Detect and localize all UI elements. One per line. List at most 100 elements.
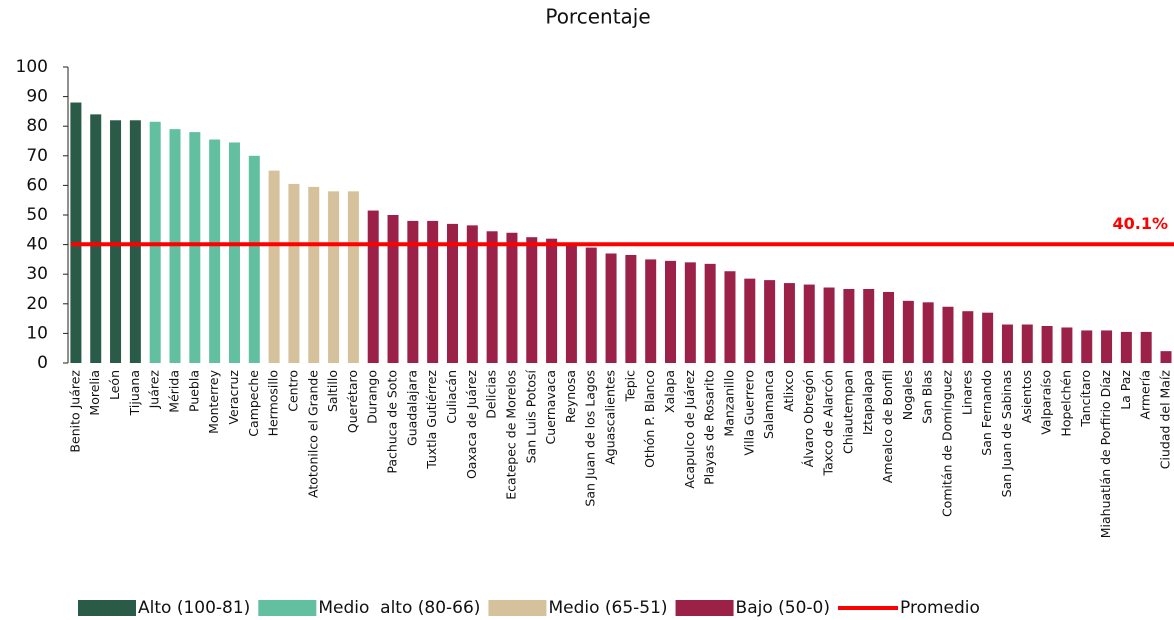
bar	[347, 191, 359, 363]
x-tick-label: Atotonilco el Grande	[305, 370, 320, 498]
x-tick-label: Álvaro Obregón	[801, 370, 816, 467]
y-tick-label: 10	[26, 323, 48, 343]
bar	[724, 271, 736, 363]
bar	[90, 114, 102, 363]
x-tick-label: Ecatepec de Morelos	[503, 370, 518, 500]
x-tick-label: Delicias	[484, 370, 499, 419]
x-tick-label: Hermosillo	[266, 370, 281, 436]
bar	[665, 260, 677, 363]
bar	[1041, 326, 1053, 363]
y-tick-label: 40	[26, 235, 48, 255]
x-tick-label: Cuernavaca	[543, 370, 558, 444]
x-tick-label: Centro	[285, 370, 300, 412]
x-tick-label: Manzanillo	[721, 370, 736, 437]
x-tick-label: Salamanca	[761, 370, 776, 439]
x-tick-label: Amealco de Bonfil	[880, 370, 895, 483]
bar	[1140, 331, 1152, 363]
bar	[209, 139, 221, 363]
x-tick-label: Pachuca de Soto	[385, 370, 400, 474]
x-tick-label: Tuxtla Gutiérrez	[424, 370, 439, 470]
y-tick-label: 30	[26, 264, 48, 284]
x-tick-label: San Fernando	[979, 370, 994, 456]
x-tick-label: Acapulco de Juárez	[682, 370, 697, 489]
bar	[744, 278, 756, 363]
bar	[387, 215, 399, 363]
x-tick-label: Saltillo	[325, 370, 340, 412]
bar	[228, 142, 240, 363]
x-tick-label: Miahuatlán de Porfirio Díaz	[1098, 370, 1113, 539]
x-tick-label: San Blas	[920, 370, 935, 424]
x-tick-label: León	[107, 370, 122, 400]
legend-swatch	[78, 600, 136, 616]
bar	[526, 237, 538, 363]
y-tick-label: 100	[16, 57, 48, 77]
x-tick-label: Querétaro	[345, 370, 360, 433]
bar	[70, 102, 82, 364]
x-tick-label: Ciudad del Maíz	[1158, 370, 1173, 470]
bar	[843, 289, 855, 363]
y-tick-label: 90	[26, 87, 48, 107]
bar	[803, 284, 815, 363]
x-tick-label: Tepic	[622, 370, 637, 403]
y-tick-label: 70	[26, 146, 48, 166]
bar	[1120, 331, 1132, 363]
x-tick-label: Iztapalapa	[860, 370, 875, 435]
bar	[288, 183, 300, 363]
x-tick-label: Linares	[959, 370, 974, 415]
bar	[764, 280, 776, 363]
x-tick-label: Taxco de Alarcón	[821, 370, 836, 477]
x-tick-label: Hopelchén	[1058, 370, 1073, 437]
x-tick-label: La Paz	[1118, 370, 1133, 410]
legend-label: Medio (65-51)	[548, 598, 667, 618]
bar	[922, 302, 934, 363]
x-tick-label: San Juan de los Lagos	[583, 370, 598, 507]
y-tick-label: 0	[37, 353, 48, 373]
bar	[942, 306, 954, 363]
bar	[129, 120, 141, 363]
bar	[308, 186, 320, 363]
y-tick-label: 60	[26, 175, 48, 195]
bar	[1021, 324, 1033, 363]
x-tick-label: Tijuana	[127, 370, 142, 416]
x-tick-label: Veracruz	[226, 370, 241, 425]
bar	[823, 287, 835, 363]
average-label: 40.1%	[1112, 214, 1168, 233]
x-tick-label: Villa Guerrero	[741, 370, 756, 456]
bar	[1001, 324, 1013, 363]
bar	[863, 289, 875, 363]
bar	[962, 311, 974, 363]
bar	[268, 170, 280, 363]
bar	[506, 232, 518, 363]
bar	[902, 300, 914, 363]
bar	[546, 238, 558, 363]
x-tick-label: Guadalajara	[404, 370, 419, 446]
bar	[466, 225, 478, 363]
bar	[605, 253, 617, 363]
x-tick-label: Puebla	[186, 370, 201, 412]
x-tick-label: San Juan de Sabinas	[999, 370, 1014, 497]
bar	[1081, 330, 1093, 363]
bar	[565, 244, 577, 363]
bar	[684, 262, 696, 363]
legend-swatch	[675, 600, 734, 616]
legend-swatch	[488, 600, 547, 616]
x-tick-label: Comitán de Domínguez	[939, 370, 954, 517]
legend-label: Medio alto (80-66)	[318, 598, 480, 618]
x-tick-label: Monterrey	[206, 369, 221, 433]
x-tick-label: Morelia	[87, 370, 102, 416]
bar	[1101, 330, 1113, 363]
x-tick-label: Mérida	[167, 370, 182, 413]
legend-swatch	[258, 600, 317, 616]
x-tick-label: Othón P. Blanco	[642, 370, 657, 468]
bar	[645, 259, 657, 363]
bar	[982, 312, 994, 363]
chart-title: Porcentaje	[545, 5, 650, 29]
x-tick-label: Culiacán	[444, 370, 459, 424]
bar	[367, 210, 379, 363]
x-tick-label: San Luis Potosí	[523, 369, 538, 463]
x-tick-label: Chiautempan	[840, 370, 855, 454]
bar	[486, 231, 498, 363]
bar	[704, 263, 716, 363]
bar	[625, 254, 637, 363]
